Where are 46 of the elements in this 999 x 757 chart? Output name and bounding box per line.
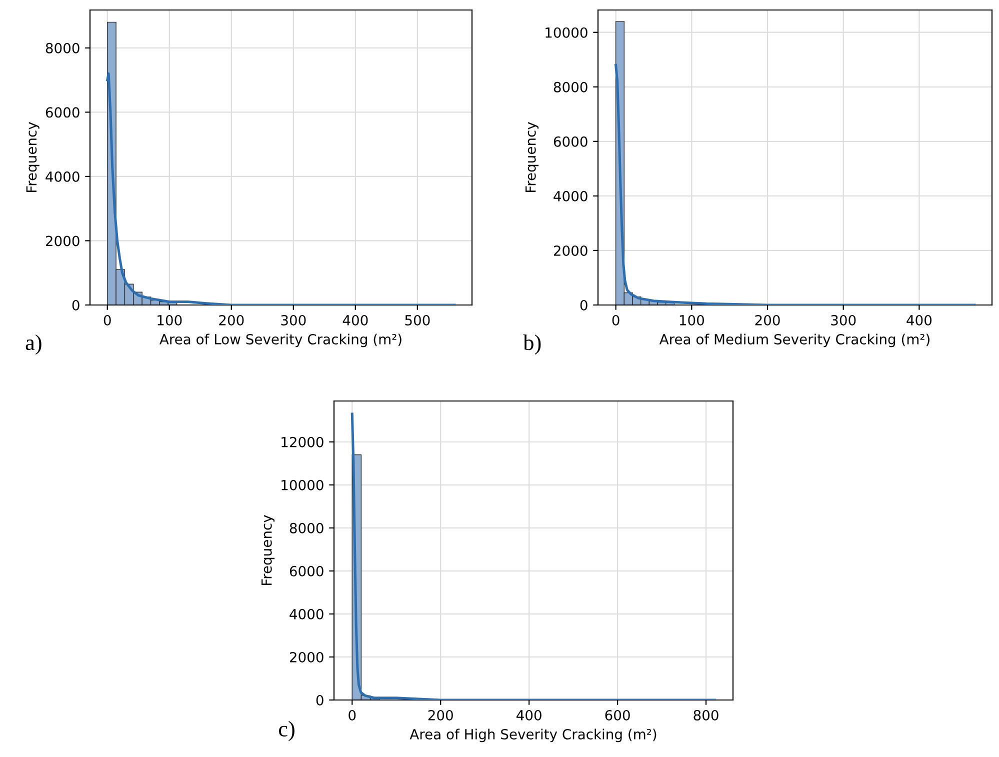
y-tick-label: 2000 xyxy=(554,245,588,256)
x-tick-label: 800 xyxy=(694,710,718,720)
x-tick-label: 600 xyxy=(605,710,630,720)
line-series xyxy=(350,412,716,700)
y-tick-label: 0 xyxy=(72,300,80,310)
x-tick-label: 0 xyxy=(104,314,111,326)
y-tick-label: 8000 xyxy=(46,42,80,54)
x-axis-title: Area of Low Severity Cracking (m²) xyxy=(160,334,402,348)
y-axis-title: Frequency xyxy=(26,122,40,192)
x-tick-label: 200 xyxy=(219,314,244,326)
x-tick-label: 0 xyxy=(348,710,356,720)
y-tick-label: 2000 xyxy=(290,652,324,662)
y-tick-label: 6000 xyxy=(46,107,80,118)
x-axis-title: Area of High Severity Cracking (m²) xyxy=(410,728,656,742)
y-axis-title: Frequency xyxy=(526,122,539,192)
x-tick-label: 100 xyxy=(158,314,182,326)
x-tick-label: 0 xyxy=(612,314,620,326)
y-tick-label: 8000 xyxy=(554,82,588,92)
y-tick-label: 6000 xyxy=(554,136,588,147)
x-tick-label: 200 xyxy=(428,710,453,720)
x-tick-label: 400 xyxy=(516,710,542,720)
x-tick-label: 400 xyxy=(342,314,368,326)
text: b) xyxy=(523,334,541,355)
y-axis-title: Frequency xyxy=(262,515,275,586)
line-series xyxy=(614,64,976,305)
text: c) xyxy=(278,720,294,742)
y-tick-label: 10000 xyxy=(546,27,588,38)
line-series xyxy=(106,72,456,305)
y-tick-label: 10000 xyxy=(282,480,324,490)
y-tick-label: 4000 xyxy=(554,190,588,202)
y-tick-label: 6000 xyxy=(290,566,324,576)
x-tick-label: 500 xyxy=(405,314,430,326)
y-tick-label: 4000 xyxy=(290,608,324,620)
y-tick-label: 0 xyxy=(580,300,588,310)
x-tick-label: 300 xyxy=(831,314,856,326)
y-tick-label: 8000 xyxy=(290,522,324,534)
y-tick-label: 0 xyxy=(316,694,324,706)
y-tick-label: 4000 xyxy=(46,171,80,182)
text: a) xyxy=(26,334,42,355)
x-tick-label: 400 xyxy=(906,314,932,326)
y-tick-label: 2000 xyxy=(46,236,80,246)
x-tick-label: 200 xyxy=(755,314,780,326)
x-tick-label: 300 xyxy=(281,314,306,326)
x-tick-label: 100 xyxy=(680,314,704,326)
y-tick-label: 12000 xyxy=(282,436,324,448)
x-axis-title: Area of Medium Severity Cracking (m²) xyxy=(659,334,930,348)
